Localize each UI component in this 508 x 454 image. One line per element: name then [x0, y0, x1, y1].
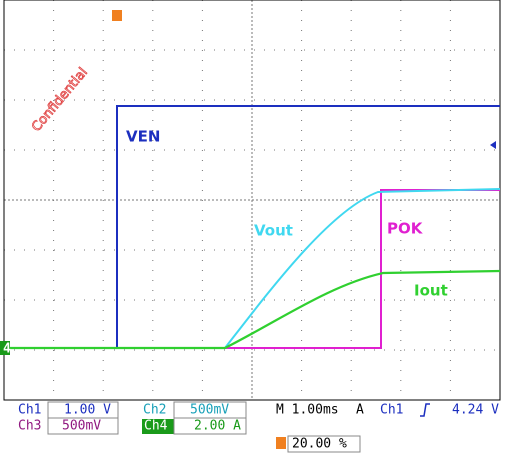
iout-label: Iout: [414, 282, 448, 300]
ch2-scale: 500mV: [190, 403, 229, 418]
trigger-source: Ch1: [380, 403, 403, 418]
ven-label: VEN: [126, 128, 160, 146]
trigger-position: 20.00 %: [292, 437, 347, 452]
trigger-mode: A: [356, 403, 364, 418]
ch4-scale: 2.00 A: [194, 419, 241, 434]
ch3-label: Ch3: [18, 419, 41, 434]
trigger-marker: [112, 10, 122, 21]
trigger-level: 4.24 V: [452, 403, 499, 418]
ground-marker-label: 4: [3, 342, 11, 357]
scope-screen: Confidential VEN Vout POK Iout 4 Ch1 1.0…: [0, 0, 508, 454]
ch1-scale: 1.00 V: [64, 403, 111, 418]
timebase: M 1.00ms: [276, 403, 339, 418]
ch4-label: Ch4: [144, 419, 168, 434]
pok-label: POK: [387, 220, 424, 238]
ch2-label: Ch2: [143, 403, 166, 418]
trigger-position-icon: [276, 437, 286, 449]
ch3-scale: 500mV: [62, 419, 101, 434]
vout-label: Vout: [254, 222, 293, 240]
ch1-label: Ch1: [18, 403, 41, 418]
